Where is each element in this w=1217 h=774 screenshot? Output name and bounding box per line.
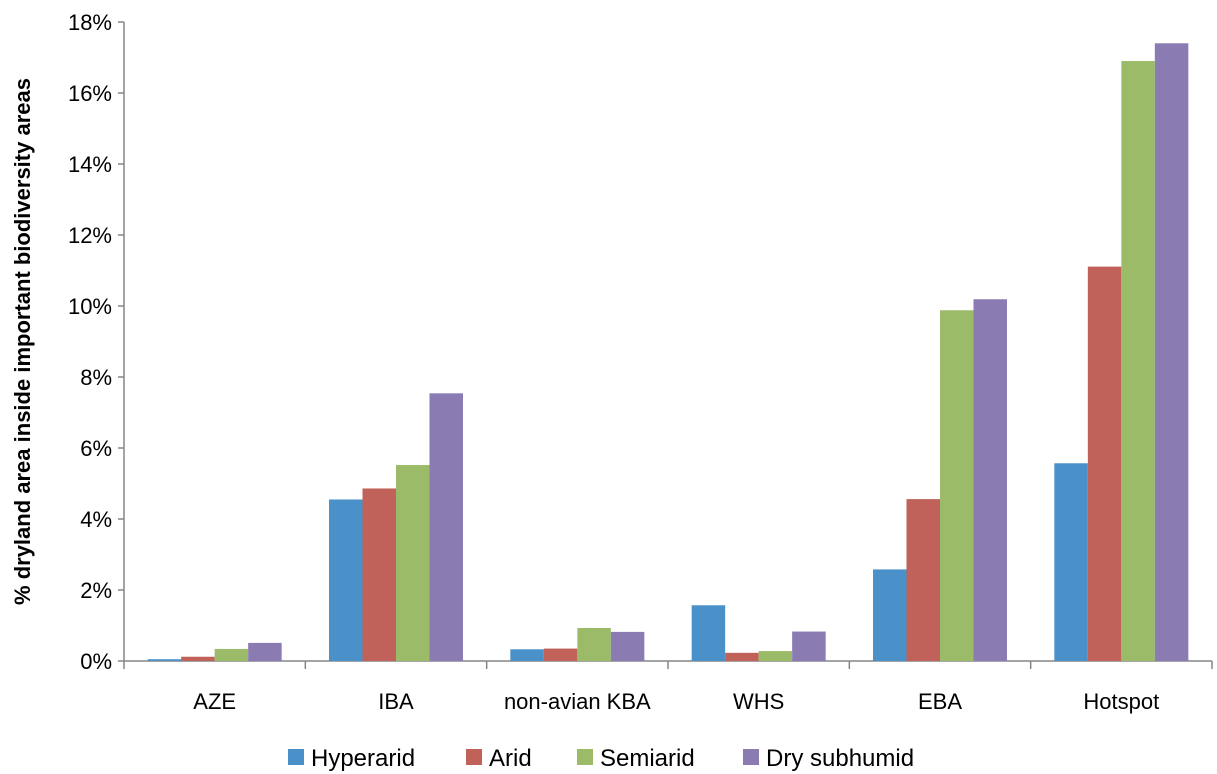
bar-arid — [725, 652, 759, 661]
x-tick-label: WHS — [733, 689, 784, 714]
y-tick-label: 18% — [68, 10, 112, 35]
legend-swatch — [577, 749, 593, 765]
x-tick-label: IBA — [378, 689, 414, 714]
bar-semiarid — [577, 627, 611, 661]
legend-swatch — [743, 749, 759, 765]
y-tick-label: 8% — [80, 365, 112, 390]
bar-hyperarid — [691, 605, 726, 661]
bar-dry-subhumid — [973, 299, 1007, 661]
bar-hyperarid — [147, 659, 182, 661]
bar-arid — [906, 499, 940, 661]
bar-hyperarid — [1054, 463, 1088, 661]
bar-dry-subhumid — [429, 393, 463, 661]
y-tick-label: 16% — [68, 81, 112, 106]
bar-arid — [362, 488, 396, 661]
bar-dry-subhumid — [248, 642, 282, 661]
bar-dry-subhumid — [610, 631, 645, 661]
y-axis-title-group: % dryland area inside important biodiver… — [10, 78, 35, 605]
legend-label: Semiarid — [600, 745, 695, 772]
y-tick-label: 2% — [80, 578, 112, 603]
legend-label: Hyperarid — [311, 745, 415, 772]
axes — [123, 22, 1213, 669]
x-tick-label: EBA — [918, 689, 962, 714]
y-tick-label: 14% — [68, 152, 112, 177]
legend: Hyperarid Arid Semiarid Dry subhumid — [288, 745, 914, 772]
legend-swatch — [288, 749, 304, 765]
x-tick-label: non-avian KBA — [504, 689, 651, 714]
bar-hyperarid — [510, 649, 544, 661]
bar-semiarid — [1121, 61, 1155, 662]
y-ticks: 0% 2% 4% 6% 8% 10% 12% 14% 16% 18% — [68, 10, 124, 674]
bars — [147, 43, 1189, 662]
y-tick-label: 0% — [80, 649, 112, 674]
bar-arid — [543, 648, 578, 661]
bar-semiarid — [758, 651, 793, 661]
y-tick-label: 6% — [80, 436, 112, 461]
bar-arid — [1087, 266, 1122, 661]
bar-hyperarid — [873, 569, 907, 661]
bar-dry-subhumid — [792, 631, 826, 661]
bar-hyperarid — [329, 499, 363, 661]
x-tick-label: Hotspot — [1083, 689, 1159, 714]
legend-label: Dry subhumid — [766, 745, 914, 772]
y-tick-label: 10% — [68, 294, 112, 319]
y-tick-label: 12% — [68, 223, 112, 248]
legend-swatch — [466, 749, 482, 765]
x-tick-labels: AZE IBA non-avian KBA WHS EBA Hotspot — [193, 689, 1159, 714]
bar-arid — [181, 656, 215, 661]
bar-dry-subhumid — [1154, 43, 1189, 662]
bar-semiarid — [214, 648, 249, 661]
bar-semiarid — [396, 465, 430, 661]
y-axis-title: % dryland area inside important biodiver… — [10, 78, 35, 605]
y-tick-label: 4% — [80, 507, 112, 532]
bar-semiarid — [940, 310, 974, 661]
legend-label: Arid — [489, 745, 532, 772]
x-tick-label: AZE — [193, 689, 236, 714]
